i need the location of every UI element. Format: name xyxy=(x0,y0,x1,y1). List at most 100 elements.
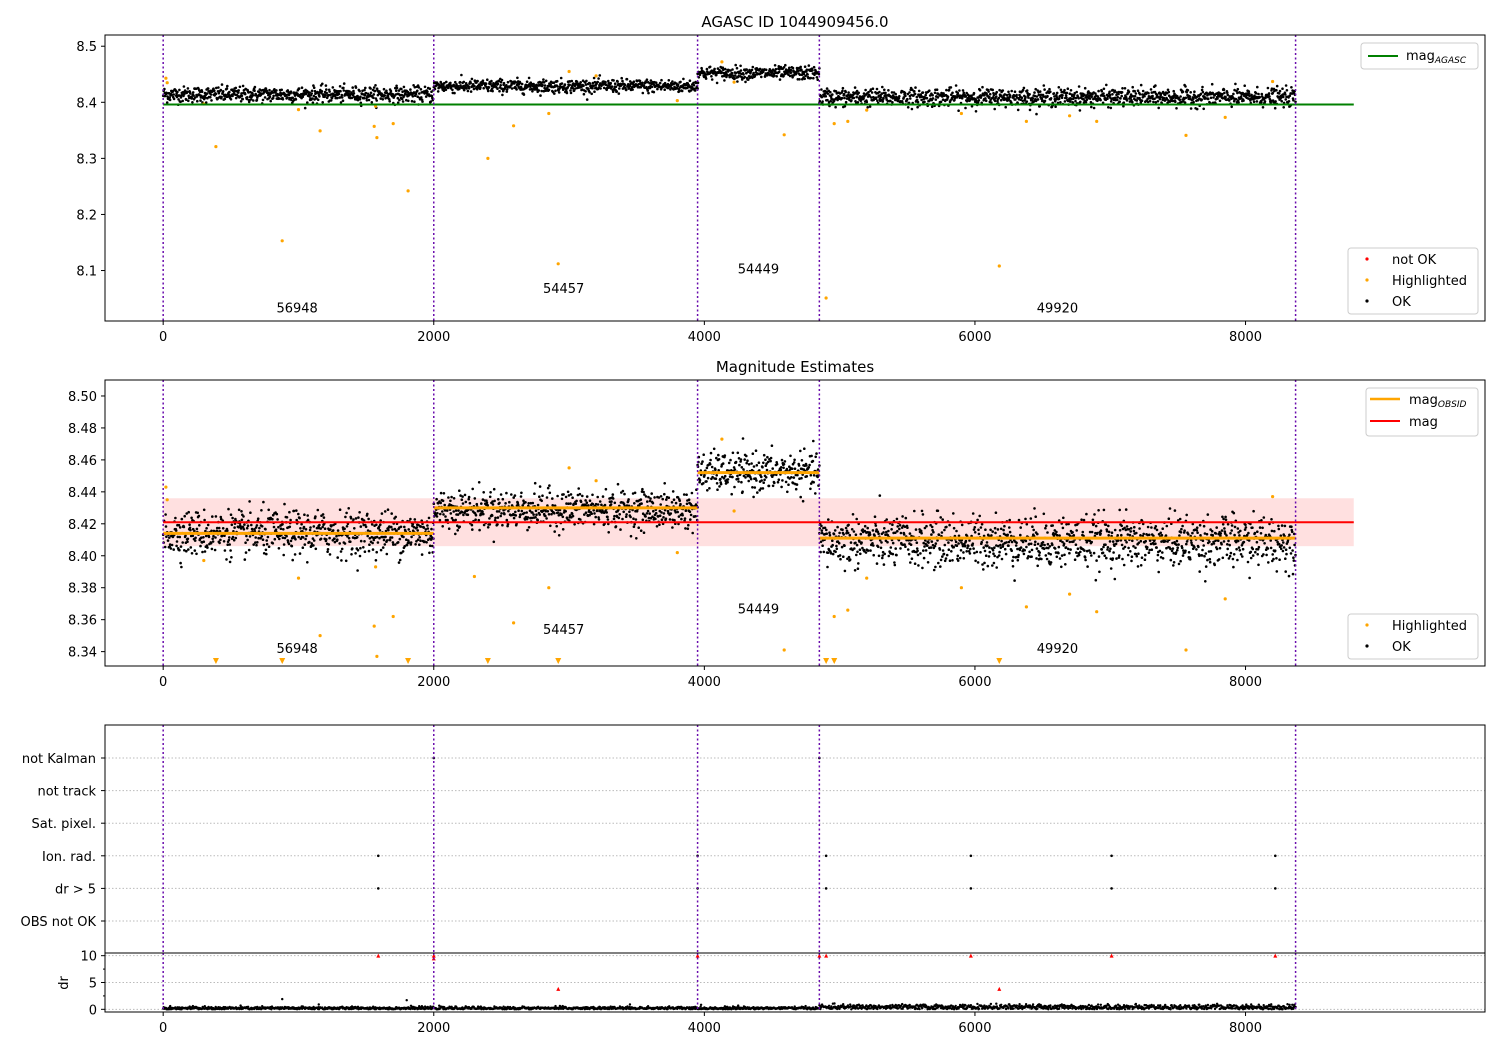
panel-agasc-frame xyxy=(104,34,1486,322)
panel-mag-ok-point xyxy=(989,528,992,532)
panel-agasc-ok-point xyxy=(700,66,703,70)
panel-mag-ok-point xyxy=(416,538,420,541)
panel-mag-ok-point xyxy=(925,524,928,528)
panel-agasc-ok-point xyxy=(172,97,176,101)
panel-mag-ok-point xyxy=(260,525,264,528)
panel-mag-ok-point xyxy=(519,513,522,516)
panel-agasc-ok-point xyxy=(1053,95,1056,98)
panel-agasc-ok-point xyxy=(645,78,649,81)
panel-mag-ok-point xyxy=(214,515,218,518)
panel-mag-ok-point xyxy=(640,502,643,505)
panel-mag-ok-point xyxy=(426,527,430,530)
panel-agasc-ok-point xyxy=(168,98,172,102)
panel-agasc-ok-point xyxy=(480,83,484,87)
panel-agasc-ok-point xyxy=(1049,90,1052,94)
panel-agasc-ok-point xyxy=(1171,99,1175,103)
panel-agasc-ok-point xyxy=(518,81,522,85)
panel-mag-ok-point xyxy=(893,563,897,567)
panel-agasc-ok-point xyxy=(405,98,408,102)
panel-mag-ok-point xyxy=(992,561,996,565)
panel-mag-ok-point xyxy=(298,552,302,555)
panel-mag-ok-point xyxy=(846,531,850,535)
panel-agasc-ok-point xyxy=(1125,99,1129,102)
panel-agasc-ok-point xyxy=(1234,82,1237,86)
panel-mag-ok-point xyxy=(265,552,268,556)
panel-mag-ok-point xyxy=(553,512,556,515)
panel-agasc-ok-point xyxy=(760,75,763,79)
panel-agasc-ok-point xyxy=(676,83,680,86)
panel-mag-ok-point xyxy=(717,453,720,457)
panel-agasc-ok-point xyxy=(263,96,267,99)
panel-agasc-highlighted-point xyxy=(959,111,964,116)
panel-mag-ok-point xyxy=(368,543,371,546)
panel-mag-ok-point xyxy=(898,527,901,531)
panel-agasc-ok-point xyxy=(667,79,671,82)
panel-agasc-ok-point xyxy=(395,84,398,88)
panel-agasc-ok-point xyxy=(723,79,726,82)
panel-agasc-ok-point xyxy=(1199,92,1203,96)
panel-agasc-ok-point xyxy=(294,98,298,101)
panel-agasc-ok-point xyxy=(204,96,207,99)
panel-mag-ok-point xyxy=(863,524,867,528)
panel-mag-ok-point xyxy=(247,548,251,552)
panel-magnitude-estimates-plot-area: 0 2000 4000 6000 80008.348.368.388.408.428.4… xyxy=(68,380,1354,690)
panel-agasc-highlighted-point xyxy=(832,122,836,126)
panel-mag-ok-point xyxy=(930,525,934,529)
panel-mag-ok-point xyxy=(292,509,296,513)
panel-mag-ok-point xyxy=(660,518,664,521)
panel-mag-ok-point xyxy=(321,513,325,516)
panel-mag-ok-point xyxy=(762,453,766,457)
panel-mag-ok-point xyxy=(826,565,829,569)
panel-mag-ok-point xyxy=(277,525,280,529)
panel-agasc-ok-point xyxy=(365,99,369,102)
panel-agasc-ok-point xyxy=(981,85,984,89)
panel-mag-ok-point xyxy=(322,516,326,519)
panel-mag-ok-point xyxy=(584,499,587,502)
panel-mag-ok-point xyxy=(507,509,510,513)
panel-mag-ok-point xyxy=(627,498,630,501)
panel-agasc-ok-point xyxy=(374,97,378,100)
panel-mag-ok-point xyxy=(960,523,964,527)
panel-mag-ok-point xyxy=(418,536,422,539)
panel-mag-ok-point xyxy=(1007,544,1010,547)
panel-agasc-ok-point xyxy=(1201,85,1204,89)
panel-mag-ok-point xyxy=(233,526,236,529)
panel-agasc-ok-point xyxy=(1206,97,1210,101)
panel-mag-ok-point xyxy=(854,541,857,545)
panel-mag-ok-point xyxy=(336,556,340,559)
panel-agasc-ok-point xyxy=(1140,99,1144,102)
panel-agasc-ok-point xyxy=(1086,93,1089,96)
panel-agasc-ok-point xyxy=(396,96,400,100)
panel-agasc-ok-point xyxy=(829,99,832,103)
panel-mag-ok-point xyxy=(873,534,876,537)
panel-agasc-ok-point xyxy=(372,93,376,96)
panel-agasc-ok-point xyxy=(607,79,610,83)
panel-agasc-ok-point xyxy=(192,94,195,97)
panel-mag-ok-point xyxy=(379,548,383,552)
panel-mag-ok-point xyxy=(226,529,229,532)
panel-agasc-ok-point xyxy=(356,98,360,102)
panel-agasc-highlighted-point xyxy=(1223,115,1227,119)
panel-agasc-ok-point xyxy=(560,82,564,85)
panel-agasc-ok-point xyxy=(1063,88,1066,92)
panel-mag-ok-point xyxy=(790,467,794,471)
panel-agasc-ok-point xyxy=(596,80,599,84)
panel-mag-ok-point xyxy=(847,523,850,527)
panel-agasc-ok-point xyxy=(178,88,181,92)
panel-agasc-ok-point xyxy=(809,76,813,80)
panel-agasc-ok-point xyxy=(318,95,321,98)
panel-mag-ok-point xyxy=(169,547,173,550)
panel-agasc-ok-point xyxy=(225,87,229,90)
panel-agasc-ok-point xyxy=(834,105,837,109)
panel-mag-ok-point xyxy=(416,529,420,532)
panel-mag-ok-point xyxy=(395,529,398,533)
panel-mag-ok-point xyxy=(733,485,736,489)
panel-mag-ok-point xyxy=(980,540,983,544)
panel-agasc-ok-point xyxy=(1166,101,1169,105)
panel-agasc-ok-point xyxy=(677,88,681,91)
panel-mag-ok-point xyxy=(328,536,331,540)
panel-mag-ok-point xyxy=(843,544,846,547)
panel-agasc-ok-point xyxy=(1068,100,1072,103)
panel-mag-ok-point xyxy=(667,496,671,500)
panel-mag-ok-point xyxy=(734,460,738,464)
